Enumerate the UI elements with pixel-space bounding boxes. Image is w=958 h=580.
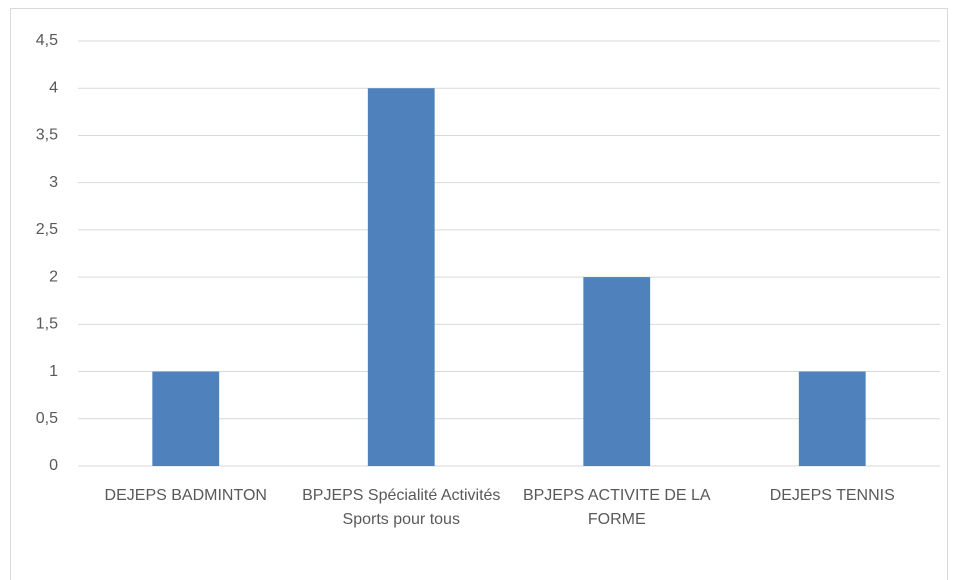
x-tick-label: DEJEPS TENNIS <box>769 487 895 504</box>
y-tick-label: 1 <box>49 363 58 380</box>
y-tick-label: 0 <box>49 457 58 474</box>
y-tick-label: 4,5 <box>36 32 58 49</box>
y-tick-label: 4 <box>49 79 58 96</box>
bar <box>583 277 651 466</box>
x-tick-label: BPJEPS ACTIVITE DE LA FORME <box>522 487 711 528</box>
y-tick-label: 2 <box>49 268 58 285</box>
x-tick-label: DEJEPS BADMINTON <box>104 487 267 504</box>
y-tick-label: 0,5 <box>36 410 58 427</box>
bar <box>152 371 220 466</box>
chart-border <box>10 8 948 580</box>
y-tick-label: 3 <box>49 174 58 191</box>
y-tick-label: 3,5 <box>36 127 58 144</box>
y-tick-label: 1,5 <box>36 316 58 333</box>
y-tick-label: 2,5 <box>36 221 58 238</box>
bar <box>367 88 435 466</box>
x-tick-label: BPJEPS Spécialité Activités Sports pour … <box>302 487 501 528</box>
bar <box>798 371 866 466</box>
